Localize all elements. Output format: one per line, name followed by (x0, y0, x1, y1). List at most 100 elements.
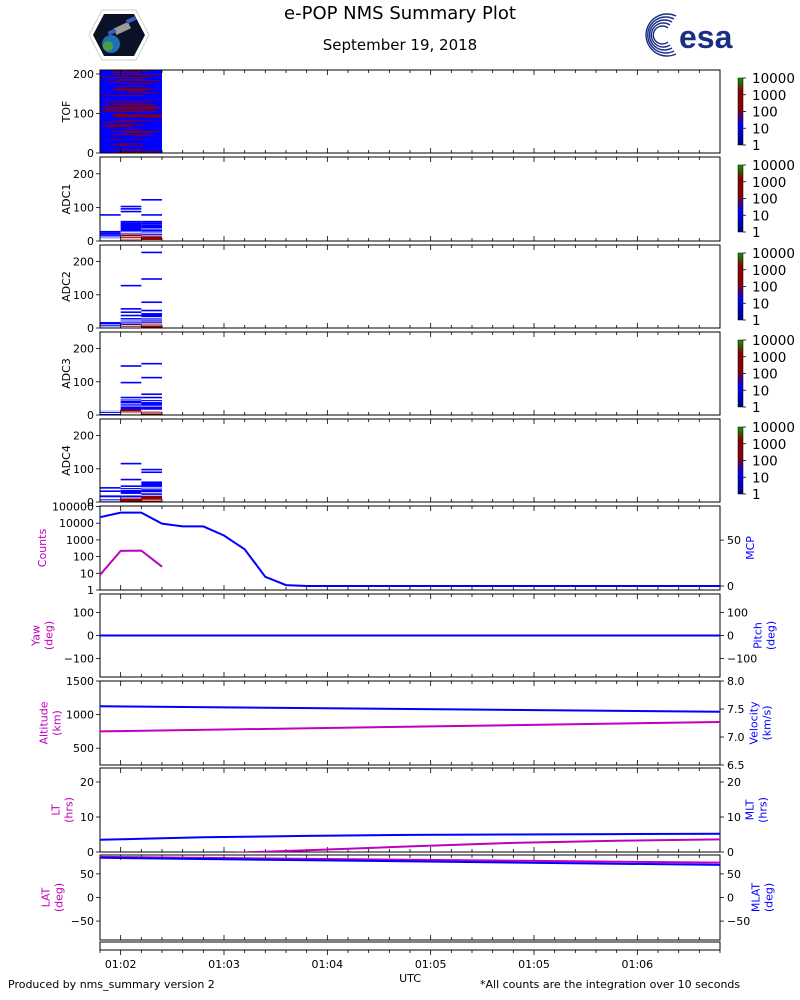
panel-adc3-band (141, 396, 162, 399)
panel-adc4-band (141, 482, 162, 485)
panel-adc1-band (120, 205, 142, 208)
panel-adc1-colorbar-label: 1000 (752, 175, 786, 191)
panel-tof-streak (113, 74, 144, 76)
panel-tof-streak (103, 107, 123, 109)
panel-adc1-ytick-label: 200 (73, 168, 94, 181)
panel-adc1-colorbar-label: 1 (752, 225, 761, 241)
panel-altitude-line-velocity (99, 705, 721, 713)
panel-adc4-hot-band (141, 495, 162, 502)
panel-attitude-ytick-label: 0 (87, 630, 94, 643)
panel-adc1-band (141, 214, 162, 216)
panel-tof-ylabel: TOF (60, 101, 73, 124)
panel-counts-ytick-label: 1000 (66, 534, 94, 547)
panel-lat-ytick-right-label: 0 (727, 892, 734, 905)
panel-tof-colorbar-label: 1000 (752, 88, 786, 104)
panel-adc4-ytick-label: 200 (73, 430, 94, 443)
panel-tof-ytick-label: 100 (73, 107, 94, 120)
panel-adc1-band (120, 210, 142, 213)
panel-attitude-ytick-label: 100 (73, 606, 94, 619)
panel-adc1-gap (100, 238, 121, 240)
panel-adc4-ylabel-line: ADC4 (60, 445, 73, 476)
panel-altitude-ylabel-right-line: (km/s) (761, 705, 774, 740)
panel-adc4-ytick-label: 100 (73, 463, 94, 476)
panel-adc1-ytick-label: 100 (73, 201, 94, 214)
panel-adc2-band (120, 314, 142, 317)
panel-adc4-gap (100, 498, 121, 500)
panel-adc1-band (120, 208, 142, 210)
panel-adc4-colorbar-label: 100 (752, 454, 778, 470)
panel-adc2-gap (120, 325, 142, 327)
panel-adc2-band (141, 301, 162, 304)
panel-adc1-gap (120, 232, 142, 233)
panel-adc2-gap (120, 319, 142, 321)
panel-tof-streak (102, 99, 158, 101)
panel-tof-streak (115, 115, 162, 117)
panel-adc1-gap (141, 231, 162, 233)
panel-adc2-colorbar-label: 100 (752, 280, 778, 296)
panel-adc4-colorbar-label: 10000 (752, 420, 795, 436)
panel-attitude-ylabel-left: Yaw (deg) (30, 621, 56, 650)
x-axis-label: UTC (399, 972, 421, 985)
panel-adc4-band (100, 490, 121, 492)
panel-lat-ylabel-left: LAT (deg) (40, 883, 66, 912)
panel-adc4-band (100, 495, 121, 497)
panel-lat-ylabel-left-line: (deg) (53, 883, 66, 912)
panel-adc1-band (141, 222, 162, 225)
footer-version: Produced by nms_summary version 2 (8, 978, 215, 991)
panel-adc3-hot-band (141, 409, 162, 415)
panel-adc2-hot-band (141, 322, 162, 328)
panel-adc3-colorbar-label: 1000 (752, 350, 786, 366)
panel-lat-ytick-right-label: −50 (727, 915, 750, 928)
panel-counts-ytick-label: 10000 (59, 517, 94, 530)
panel-altitude-ylabel-left-line: Altitude (38, 701, 51, 744)
epop-mission-logo (88, 9, 150, 61)
panel-tof-spectrogram (100, 70, 162, 154)
panel-adc1-colorbar (737, 164, 744, 233)
panel-adc1-band (100, 230, 121, 233)
panel-tof-colorbar-label: 100 (752, 105, 778, 121)
panel-adc1-band (120, 220, 142, 223)
panel-adc3-colorbar-label: 10 (752, 383, 769, 399)
panel-counts-ylabel-left-line: Counts (36, 529, 49, 568)
panel-adc3-gap (120, 405, 142, 407)
panel-adc3-band (120, 365, 142, 367)
panel-attitude-ytick-label: −100 (64, 653, 94, 666)
panel-lt-ytick-right-label: 0 (727, 846, 734, 859)
panel-tof-streak (134, 150, 160, 152)
panel-adc1-gap (120, 231, 142, 233)
panel-adc2-ylabel: ADC2 (60, 271, 73, 302)
panel-adc3-gap (141, 410, 162, 412)
panel-adc1-gap (141, 235, 162, 237)
panel-adc2-colorbar-label: 1 (752, 313, 761, 329)
panel-tof-streak (109, 144, 127, 146)
panel-tof-streak (114, 87, 152, 89)
panel-adc2-gap (120, 322, 142, 324)
panel-counts-ylabel-right-line: MCP (744, 536, 757, 560)
panel-adc1-band (100, 232, 121, 235)
panel-adc1-gap (120, 233, 142, 235)
panel-tof-colorbar-label: 10000 (752, 71, 795, 87)
panel-counts-frame (99, 505, 721, 591)
panel-lat-line-mlat (99, 856, 721, 866)
panel-adc3-band (120, 396, 142, 399)
panel-lt-ylabel-left: LT (hrs) (50, 797, 76, 823)
panel-adc1-frame (99, 156, 721, 242)
panel-adc4-band (120, 462, 142, 465)
panel-tof-streak (114, 120, 155, 121)
panel-attitude-ylabel-left-line: Yaw (30, 625, 43, 647)
panel-tof-streak (128, 70, 149, 72)
panel-adc3-band (120, 381, 142, 384)
panel-adc4-hot-band (120, 497, 142, 502)
panel-attitude-ytick-right-label: 0 (727, 630, 734, 643)
panel-adc4-gap (141, 492, 162, 494)
panel-adc3-gap (100, 411, 121, 412)
panel-adc3-gap (141, 410, 162, 412)
panel-tof-ytick-label: 0 (87, 147, 94, 160)
panel-lt-ytick-label: 10 (80, 811, 94, 824)
panel-adc3-gap (100, 410, 121, 412)
panel-tof-streak (105, 124, 132, 125)
panel-tof-streak (135, 108, 160, 109)
panel-adc1-gap (120, 239, 142, 241)
panel-adc4-frame (99, 418, 721, 503)
